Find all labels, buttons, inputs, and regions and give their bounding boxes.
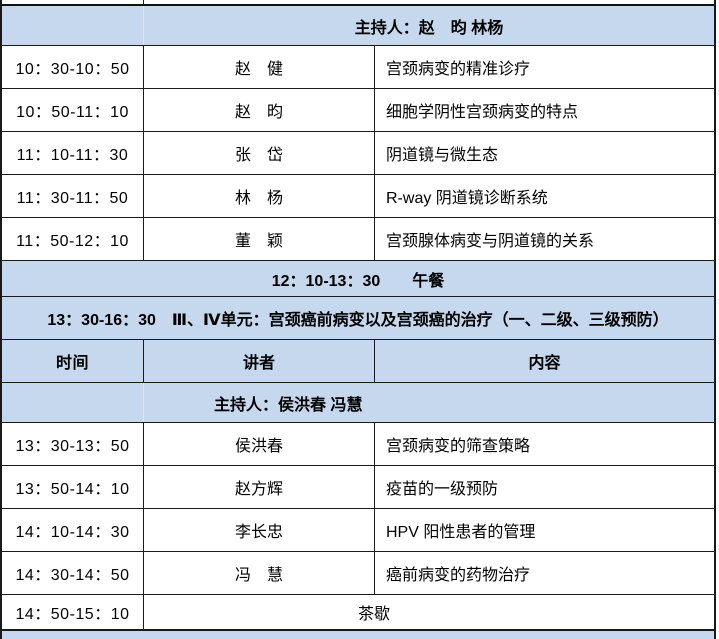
clipped-time-cell [2,0,144,4]
time-cell: 13：50-14：10 [2,466,144,508]
time-cell: 10：30-10：50 [2,46,144,88]
time-cell: 14：10-14：30 [2,509,144,551]
topic-cell: HPV 阳性患者的管理 [386,524,536,541]
topic-cell: 宫颈病变的精准诊疗 [386,61,531,78]
header-speaker: 讲者 [144,340,375,382]
moderator-label: 主持人：赵 昀 林杨 [354,19,504,37]
topic-cell: 癌前病变的药物治疗 [386,567,531,584]
clipped-row-bottom [2,631,714,639]
speaker-cell: 林 杨 [144,175,375,217]
header-time: 时间 [2,340,144,382]
moderator-label: 主持人：侯洪春 冯慧 [214,396,363,414]
topic-cell: 疫苗的一级预防 [386,481,499,498]
speaker-cell: 董 颖 [144,218,375,260]
tea-break-row: 14：50-15：10 茶歇 [2,595,714,631]
schedule-row: 13：30-13：50 侯洪春 宫颈病变的筛查策略 [2,423,714,466]
session-title-label: 13：30-16：30 Ⅲ、Ⅳ单元：宫颈癌前病变以及宫颈癌的治疗（一、二级、三级… [47,312,669,329]
speaker-cell: 赵 昀 [144,89,375,131]
schedule-row: 10：30-10：50 赵 健 宫颈病变的精准诊疗 [2,46,714,89]
lunch-row: 12：10-13：30 午餐 [2,261,714,297]
session-title-row: 13：30-16：30 Ⅲ、Ⅳ单元：宫颈癌前病变以及宫颈癌的治疗（一、二级、三级… [2,297,714,340]
schedule-row: 11：30-11：50 林 杨 R-way 阴道镜诊断系统 [2,175,714,218]
schedule-row: 13：50-14：10 赵方辉 疫苗的一级预防 [2,466,714,509]
speaker-cell: 张 岱 [144,132,375,174]
schedule-row: 11：10-11：30 张 岱 阴道镜与微生态 [2,132,714,175]
clipped-merged-cell [144,0,714,4]
speaker-cell: 李长忠 [144,509,375,551]
time-cell: 14：50-15：10 [2,595,144,629]
column-header-row: 时间 讲者 内容 [2,340,714,383]
speaker-cell: 冯 慧 [144,552,375,594]
moderator-row-2: 主持人：侯洪春 冯慧 [2,383,714,423]
lunch-label: 12：10-13：30 午餐 [271,272,445,290]
time-cell: 14：30-14：50 [2,552,144,594]
schedule-row: 10：50-11：10 赵 昀 细胞学阴性宫颈病变的特点 [2,89,714,132]
time-cell: 11：50-12：10 [2,218,144,260]
time-cell: 13：30-13：50 [2,423,144,465]
speaker-cell: 侯洪春 [144,423,375,465]
moderator-row-1: 主持人：赵 昀 林杨 [2,6,714,46]
moderator-empty-cell [2,6,144,45]
schedule-row: 11：50-12：10 董 颖 宫颈腺体病变与阴道镜的关系 [2,218,714,261]
speaker-cell: 赵方辉 [144,466,375,508]
time-cell: 10：50-11：10 [2,89,144,131]
schedule-row: 14：10-14：30 李长忠 HPV 阳性患者的管理 [2,509,714,552]
tea-break-label: 茶歇 [357,606,390,623]
header-content: 内容 [528,355,561,372]
schedule-row: 14：30-14：50 冯 慧 癌前病变的药物治疗 [2,552,714,595]
time-cell: 11：10-11：30 [2,132,144,174]
moderator-empty-cell [2,383,144,422]
topic-cell: 阴道镜与微生态 [386,147,499,164]
topic-cell: 宫颈病变的筛查策略 [386,438,531,455]
topic-cell: 宫颈腺体病变与阴道镜的关系 [386,233,595,250]
clipped-row-top [2,0,714,6]
speaker-cell: 赵 健 [144,46,375,88]
topic-cell: 细胞学阴性宫颈病变的特点 [386,104,579,121]
time-cell: 11：30-11：50 [2,175,144,217]
topic-cell: R-way 阴道镜诊断系统 [386,190,548,207]
